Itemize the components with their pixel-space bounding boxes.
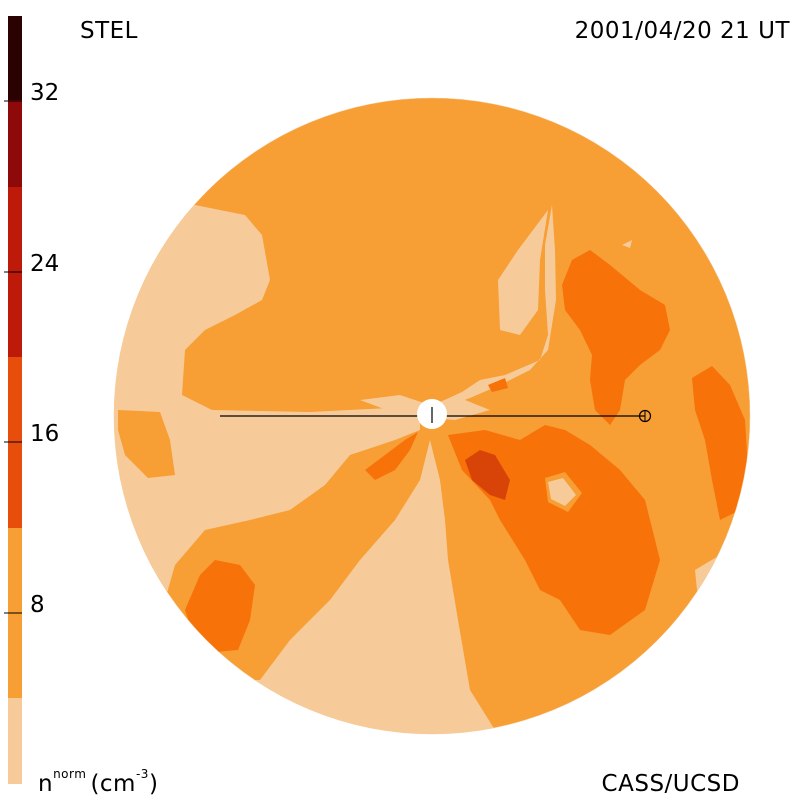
low-density-region-west	[114, 180, 495, 734]
mid-density-region-southwest	[185, 560, 255, 652]
colorbar-level-1	[8, 698, 22, 784]
colorbar-level-7	[8, 16, 22, 100]
disk-edge	[113, 97, 751, 735]
units-exponent: -3	[135, 767, 149, 781]
colorbar-tick-label-8: 8	[30, 592, 45, 618]
low-density-island-inner	[548, 478, 576, 506]
units-close: )	[148, 771, 159, 797]
units-open: (cm	[90, 771, 136, 797]
colorbar-level-6	[8, 100, 22, 187]
colorbar-tick-label-32: 32	[30, 80, 60, 106]
low-density-region-north-wedge-2	[498, 210, 548, 335]
colorbar-tick-label-24: 24	[30, 251, 60, 277]
wisp-northeast-light	[622, 240, 632, 248]
credit-label: CASS/UCSD	[601, 771, 740, 797]
colorbar-units-label: nnorm (cm-3)	[38, 767, 159, 797]
density-disk	[114, 98, 750, 734]
colorbar	[4, 16, 22, 784]
wisp-west-light	[118, 410, 175, 478]
mid-density-region-east	[692, 366, 748, 520]
mid-density-region-center	[365, 432, 418, 480]
mid-density-region-wisp-north	[488, 378, 508, 392]
units-symbol: n	[38, 771, 54, 797]
colorbar-tick-label-16: 16	[30, 421, 60, 447]
station-label: STEL	[80, 18, 138, 44]
datetime-label: 2001/04/20 21 UT	[574, 18, 790, 44]
units-superscript: norm	[53, 767, 87, 781]
high-density-region	[465, 450, 510, 500]
mid-density-region-northeast	[562, 250, 670, 425]
